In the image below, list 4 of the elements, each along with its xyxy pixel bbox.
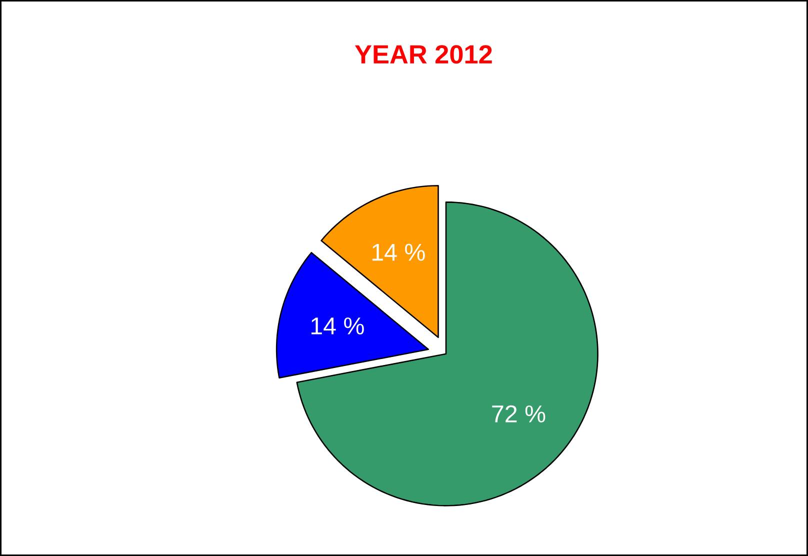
chart-title: YEAR 2012 bbox=[354, 45, 492, 64]
data-label: 72 % bbox=[492, 405, 546, 422]
data-label: 14 % bbox=[372, 244, 425, 261]
data-label: 14 % bbox=[311, 318, 364, 334]
